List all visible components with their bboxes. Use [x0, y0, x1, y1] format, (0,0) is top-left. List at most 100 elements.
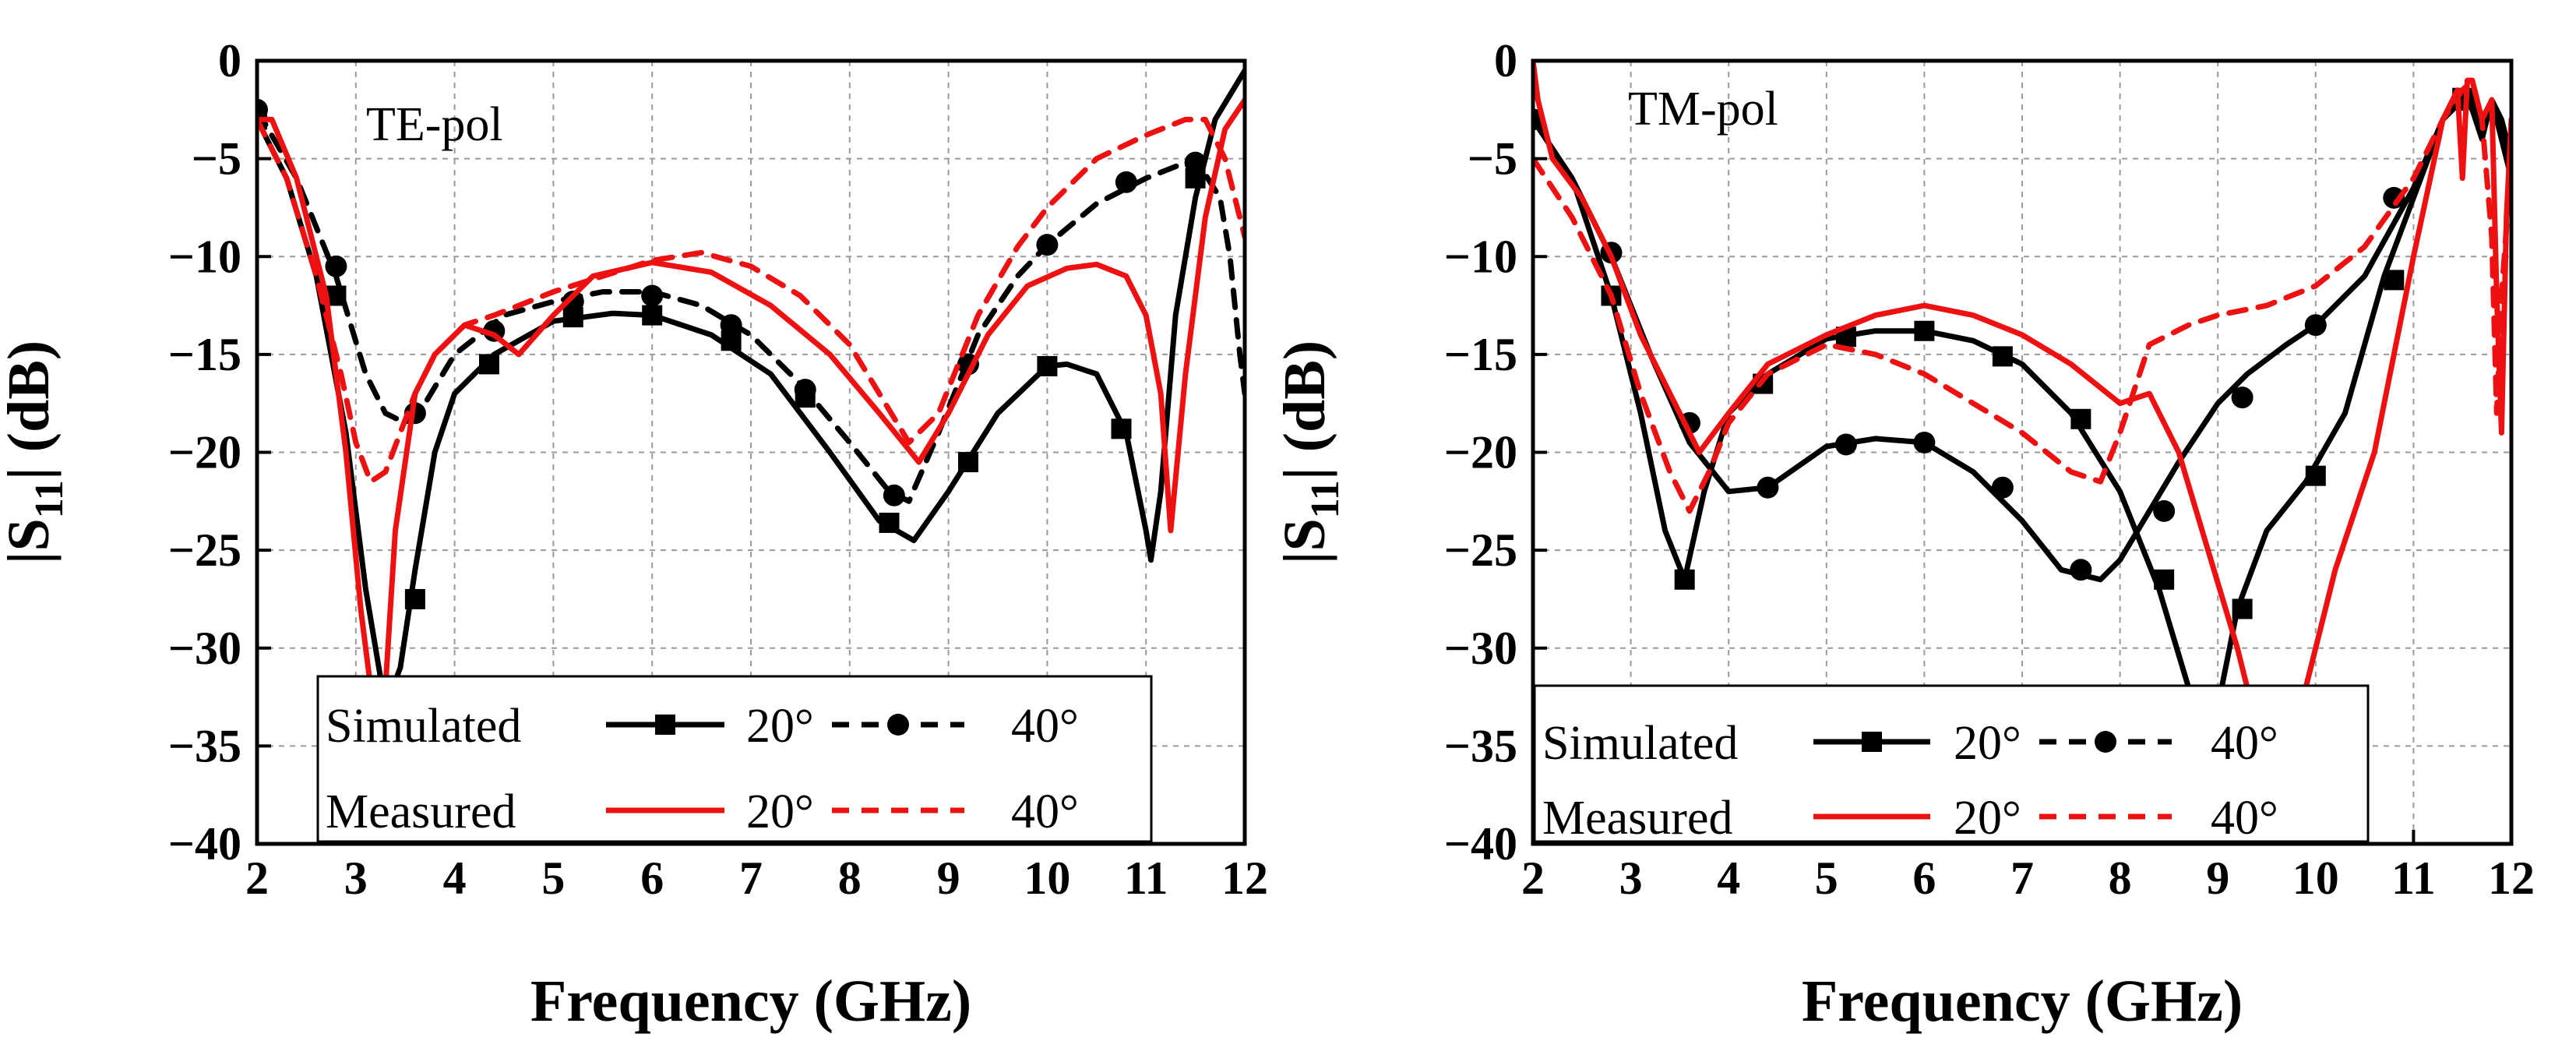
circle-marker: [325, 255, 347, 277]
legend-angle-20: 20°: [746, 785, 814, 838]
circle-marker: [1184, 151, 1207, 174]
square-marker: [1674, 569, 1695, 590]
te-pol-chart: 2 3 4 5 6 7 8 9 10 11 12 0 −5 −10 −15 −20 −25 −30 −35 −40 Fr…: [0, 35, 1268, 1034]
y-axis-label-sub: 11: [27, 480, 72, 518]
legend-angle-40: 40°: [2211, 792, 2278, 845]
y-axis-label: |S11| (dB): [1272, 341, 1348, 564]
circle-marker: [1834, 433, 1857, 456]
legend-square-marker: [655, 715, 675, 735]
y-tick-label: −15: [168, 329, 241, 380]
x-tick-label: 5: [541, 852, 565, 904]
square-marker: [879, 512, 900, 533]
series-line-3: [1533, 61, 2511, 768]
legend-angle-40: 40°: [1011, 785, 1079, 838]
square-marker: [2232, 598, 2253, 619]
circle-marker: [794, 379, 816, 401]
legend-angle-20: 20°: [1954, 792, 2021, 845]
legend-angle-40: 40°: [1011, 700, 1079, 753]
circle-marker: [1036, 234, 1059, 256]
square-marker: [957, 452, 978, 473]
x-tick-label: 12: [1221, 852, 1268, 904]
legend-label-measured: Measured: [1542, 792, 1732, 845]
legend-label-measured: Measured: [326, 785, 516, 838]
y-tick-label: −10: [168, 231, 241, 282]
y-tick-label: −20: [168, 427, 241, 478]
x-tick-label: 3: [344, 852, 368, 904]
legend-circle-marker: [887, 714, 909, 736]
y-tick-label: −5: [192, 133, 241, 185]
x-tick-label: 4: [443, 852, 467, 904]
circle-marker: [641, 284, 664, 307]
polarization-label: TE-pol: [366, 98, 503, 151]
x-tick-label: 7: [2010, 852, 2034, 904]
x-tick-label: 12: [2488, 852, 2535, 904]
y-tick-label: −25: [1444, 524, 1517, 576]
circle-marker: [562, 291, 584, 313]
series-line-4: [1533, 77, 2511, 514]
x-tick-label: 9: [937, 852, 960, 904]
circle-marker: [2304, 314, 2327, 337]
legend-box: [1533, 684, 2370, 843]
circle-marker: [2070, 559, 2092, 581]
x-axis: 2 3 4 5 6 7 8 9 10 11 12: [245, 830, 1268, 904]
x-tick-label: 11: [2391, 852, 2436, 904]
square-marker: [1914, 320, 1935, 341]
series-line-4: [257, 116, 1245, 485]
polarization-label: TM-pol: [1628, 83, 1778, 136]
square-marker: [2070, 408, 2091, 429]
x-tick-label: 11: [1124, 852, 1168, 904]
y-axis: 0 −5 −10 −15 −20 −25 −30 −35 −40: [168, 35, 271, 870]
y-tick-label: −40: [1444, 818, 1517, 870]
legend: Simulated 20° 40° Measured 20° 40°: [1533, 684, 2370, 845]
series-group: [1533, 61, 2511, 768]
y-tick-label: 0: [1494, 35, 1517, 86]
y-axis-label-main: |S: [0, 518, 62, 564]
x-tick-label: 2: [1521, 852, 1545, 904]
y-axis-label-unit: | (dB): [0, 341, 62, 480]
square-marker: [1111, 418, 1132, 439]
x-tick-label: 2: [245, 852, 269, 904]
x-axis: 2 3 4 5 6 7 8 9 10 11 12: [1521, 830, 2535, 904]
x-tick-label: 10: [1024, 852, 1070, 904]
square-marker: [1037, 355, 1058, 376]
legend-circle-marker: [2095, 731, 2116, 753]
legend-box: [316, 675, 1153, 843]
x-tick-label: 6: [1912, 852, 1936, 904]
x-tick-label: 8: [2109, 852, 2132, 904]
circle-marker: [1115, 171, 1137, 193]
circle-marker: [883, 484, 905, 506]
x-tick-label: 4: [1717, 852, 1740, 904]
y-axis-label-main: |S: [1272, 518, 1337, 564]
x-tick-label: 10: [2292, 852, 2339, 904]
legend-angle-40: 40°: [2211, 717, 2278, 770]
y-axis-label: |S11| (dB): [0, 341, 72, 564]
square-marker: [2154, 569, 2175, 590]
circle-marker: [2383, 186, 2405, 209]
y-axis-label-unit: | (dB): [1272, 341, 1337, 480]
x-tick-label: 3: [1619, 852, 1643, 904]
y-tick-label: −30: [1444, 623, 1517, 674]
x-tick-label: 9: [2206, 852, 2229, 904]
y-tick-label: −40: [168, 818, 241, 870]
legend-label-simulated: Simulated: [1542, 717, 1738, 770]
square-marker: [642, 305, 663, 326]
square-marker: [2384, 270, 2405, 291]
tm-pol-chart: 2 3 4 5 6 7 8 9 10 11 12 0 −5 −10 −15 −20 −25 −30 −35 −40 Fr…: [1272, 35, 2535, 1034]
legend: Simulated 20° 40° Measured 20° 40°: [316, 675, 1153, 843]
circle-marker: [257, 98, 268, 121]
x-tick-label: 6: [640, 852, 664, 904]
x-tick-label: 7: [739, 852, 763, 904]
circle-marker: [1757, 476, 1779, 499]
legend-square-marker: [1862, 732, 1882, 752]
square-marker: [1992, 346, 2013, 367]
series-group: [257, 68, 1245, 729]
legend-angle-20: 20°: [1954, 717, 2021, 770]
y-tick-label: −15: [1444, 329, 1517, 380]
square-marker: [478, 354, 499, 375]
y-tick-label: 0: [218, 35, 241, 86]
x-axis-label: Frequency (GHz): [1802, 969, 2243, 1034]
square-marker: [2305, 465, 2326, 486]
y-axis: 0 −5 −10 −15 −20 −25 −30 −35 −40: [1444, 35, 1547, 870]
circle-marker: [720, 314, 742, 337]
